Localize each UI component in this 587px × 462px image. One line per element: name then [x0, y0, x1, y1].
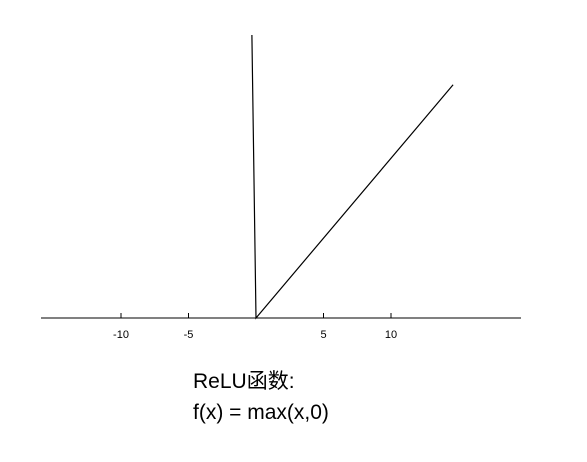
x-tick-label: -10	[113, 329, 129, 341]
x-tick-label: -5	[184, 329, 194, 341]
caption-formula: f(x) = max(x,0)	[193, 401, 329, 424]
relu-series-line	[251, 34, 454, 320]
x-tick-label: 10	[385, 329, 397, 341]
caption-title: ReLU函数:	[193, 370, 295, 393]
caption: ReLU函数: f(x) = max(x,0)	[193, 366, 493, 428]
x-tick-label: 5	[320, 329, 326, 341]
x-ticks: -10 -5 5 10	[113, 313, 397, 341]
